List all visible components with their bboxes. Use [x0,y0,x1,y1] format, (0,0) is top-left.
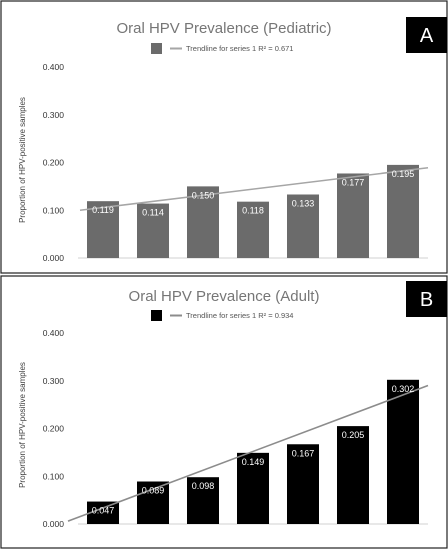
y-axis-label-b: Proportion of HPV-positive samples [18,362,27,488]
data-label: 0.167 [292,448,315,458]
data-label: 0.150 [192,190,215,200]
panel-b-frame [0,275,448,549]
bar [237,452,269,524]
panel-letter-box-a [406,17,447,53]
y-tick-label: 0.200 [43,424,65,434]
y-axis-label-a: Proportion of HPV-positive samples [18,97,27,223]
bar [337,173,369,258]
bar [387,379,419,524]
y-tick-label: 0.100 [43,205,65,215]
data-label: 0.302 [392,384,415,394]
data-label: 0.089 [142,486,165,496]
data-label: 0.133 [292,198,315,208]
bar [87,201,119,258]
legend-swatch-bars-a [151,43,162,54]
data-label: 0.118 [242,206,264,216]
panel-letter-a: A [420,25,434,47]
bars-b [87,379,419,524]
trendline-b [67,384,429,522]
legend-swatch-bars-b [151,310,162,321]
y-tick-label: 0.100 [43,471,65,481]
panel-b: Oral HPV Prevalence (Adult) Trendline fo… [0,275,448,549]
data-label: 0.149 [242,457,265,467]
panel-letter-box-b [406,281,447,317]
data-labels-b: 0.047 0.089 0.098 0.149 0.167 0.205 0.302 [92,384,415,516]
bar [337,426,369,524]
y-ticks-a: 0.000 0.100 0.200 0.300 0.400 [43,62,65,263]
data-labels-a: 0.119 0.114 0.150 0.118 0.133 0.177 0.195 [92,169,414,218]
data-label: 0.119 [92,205,114,215]
data-label: 0.047 [92,506,115,516]
bar [137,203,169,258]
y-tick-label: 0.400 [43,62,65,72]
bar [287,194,319,258]
legend-trendline-label-b: Trendline for series 1 R² = 0.934 [186,311,293,320]
trendline [79,166,429,212]
trendline [67,384,429,522]
bar [187,186,219,258]
chart-title-a: Oral HPV Prevalence (Pediatric) [116,20,331,37]
legend-trendline-label-a: Trendline for series 1 R² = 0.671 [186,44,293,53]
bar [287,444,319,524]
data-label: 0.205 [342,430,365,440]
panel-a-frame [0,0,448,274]
y-tick-label: 0.300 [43,376,65,386]
y-tick-label: 0.000 [43,253,65,263]
y-tick-label: 0.000 [43,519,65,529]
data-label: 0.195 [392,169,415,179]
y-ticks-b: 0.000 0.100 0.200 0.300 0.400 [43,328,65,529]
y-tick-label: 0.200 [43,158,65,168]
bar [87,501,119,524]
panel-letter-b: B [420,289,433,311]
y-tick-label: 0.400 [43,328,65,338]
data-label: 0.177 [342,177,365,187]
bars-a [87,164,419,258]
bar [387,164,419,258]
data-label: 0.098 [192,481,215,491]
panel-a: Oral HPV Prevalence (Pediatric) Trendlin… [0,0,448,274]
data-label: 0.114 [142,208,164,218]
bar [237,201,269,258]
y-tick-label: 0.300 [43,110,65,120]
trendline-a [79,166,429,212]
chart-title-b: Oral HPV Prevalence (Adult) [129,288,320,305]
bar [187,477,219,524]
